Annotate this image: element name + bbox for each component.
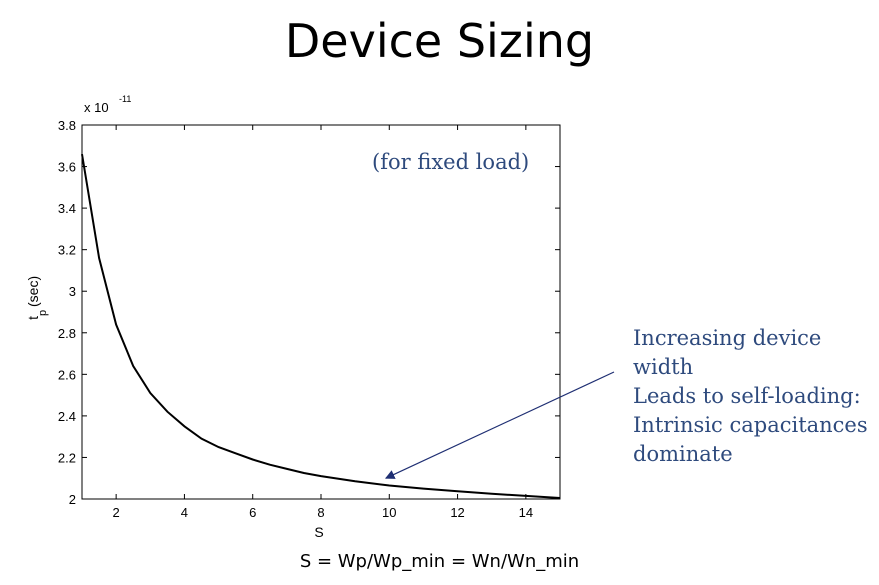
y-tick-label: 3.2 bbox=[58, 243, 76, 258]
x-tick-label: 2 bbox=[113, 505, 120, 520]
y-tick-label: 2.8 bbox=[58, 326, 76, 341]
x-axis-label: S bbox=[314, 524, 323, 540]
y-tick-label: 3.6 bbox=[58, 160, 76, 175]
y-axis-multiplier: x 10 bbox=[84, 100, 109, 115]
y-tick-label: 2.4 bbox=[58, 409, 76, 424]
y-tick-label: 3 bbox=[69, 284, 76, 299]
annotation-line: Intrinsic capacitances bbox=[633, 413, 868, 437]
y-tick-label: 3.4 bbox=[58, 201, 76, 216]
series-line bbox=[81, 153, 561, 499]
y-tick-label: 2.2 bbox=[58, 450, 76, 465]
plot-area: 2 4 6 8 10 12 14 2 2.2 2.4 2.6 2.8 3 3.2 3.4 3.6 3.8 bbox=[58, 118, 615, 520]
y-tick-label: 2.6 bbox=[58, 367, 76, 382]
fixed-load-annotation: (for fixed load) bbox=[372, 150, 530, 174]
self-loading-annotation: Increasing device width Leads to self-lo… bbox=[633, 324, 879, 469]
x-tick-label: 10 bbox=[382, 505, 396, 520]
y-tick-label: 3.8 bbox=[58, 118, 76, 133]
x-tick-label: 4 bbox=[181, 505, 188, 520]
annotation-line: dominate bbox=[633, 442, 733, 466]
y-axis-label-symbol: t bbox=[25, 316, 41, 320]
plot-frame bbox=[81, 124, 561, 500]
y-tick-label: 2 bbox=[69, 492, 76, 507]
y-axis-label: t p (sec) bbox=[25, 276, 49, 320]
y-axis-multiplier-exponent: -11 bbox=[119, 94, 131, 104]
x-tick-label: 14 bbox=[519, 505, 533, 520]
y-axis-label-subscript: p bbox=[37, 310, 49, 316]
slide-caption: S = Wp/Wp_min = Wn/Wn_min bbox=[299, 551, 580, 572]
x-tick-label: 12 bbox=[450, 505, 464, 520]
annotation-line: Increasing device width bbox=[633, 326, 822, 379]
annotation-arrow bbox=[385, 371, 615, 479]
annotation-line: Leads to self-loading: bbox=[633, 384, 861, 408]
y-axis-label-unit: (sec) bbox=[25, 276, 41, 307]
x-tick-label: 6 bbox=[249, 505, 256, 520]
x-tick-label: 8 bbox=[317, 505, 324, 520]
slide-title: Device Sizing bbox=[284, 14, 595, 68]
